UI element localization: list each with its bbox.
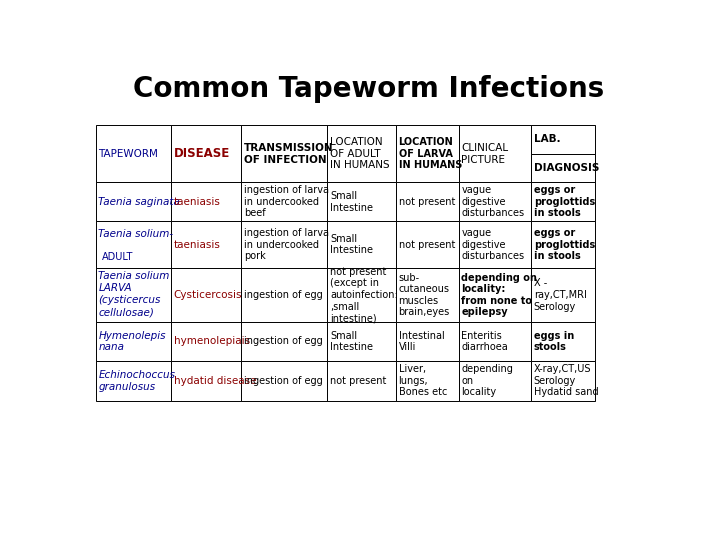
Text: Hymenolepis
nana: Hymenolepis nana <box>99 330 166 352</box>
Bar <box>459 361 531 401</box>
Text: hymenolepiais: hymenolepiais <box>174 336 250 346</box>
Text: ADULT: ADULT <box>102 252 134 262</box>
Text: DISEASE: DISEASE <box>174 147 230 160</box>
Text: Liver,
lungs,
Bones etc: Liver, lungs, Bones etc <box>399 364 447 397</box>
Bar <box>396 183 459 221</box>
Text: Echinochoccus
granulosus: Echinochoccus granulosus <box>99 370 176 392</box>
Bar <box>531 154 595 183</box>
Text: Small
Intestine: Small Intestine <box>330 191 373 213</box>
Bar <box>171 221 241 268</box>
Bar <box>96 361 171 401</box>
Text: ingestion of larva
in undercooked
beef: ingestion of larva in undercooked beef <box>244 185 329 218</box>
Text: X -
ray,CT,MRI
Serology: X - ray,CT,MRI Serology <box>534 279 587 312</box>
Bar <box>328 183 396 221</box>
Bar <box>531 361 595 401</box>
Bar <box>241 268 328 322</box>
Text: Intestinal
Villi: Intestinal Villi <box>399 330 444 352</box>
Bar <box>241 361 328 401</box>
Text: CLINICAL
PICTURE: CLINICAL PICTURE <box>462 143 508 165</box>
Bar <box>531 183 595 221</box>
Bar <box>96 183 171 221</box>
Text: not present: not present <box>399 240 455 249</box>
Text: hydatid disease: hydatid disease <box>174 376 256 386</box>
Text: vague
digestive
disturbances: vague digestive disturbances <box>462 185 525 218</box>
Text: LOCATION
OF LARVA
IN HUMANS: LOCATION OF LARVA IN HUMANS <box>399 137 462 170</box>
Bar <box>96 268 171 322</box>
Bar <box>241 183 328 221</box>
Bar <box>171 268 241 322</box>
Text: ingestion of egg: ingestion of egg <box>244 290 323 300</box>
Bar <box>459 221 531 268</box>
Text: Small
Intestine: Small Intestine <box>330 330 373 352</box>
Text: Small
Intestine: Small Intestine <box>330 234 373 255</box>
Bar <box>96 221 171 268</box>
Bar <box>396 221 459 268</box>
Text: Enteritis
diarrhoea: Enteritis diarrhoea <box>462 330 508 352</box>
Bar <box>328 221 396 268</box>
Bar <box>241 221 328 268</box>
Text: TAPEWORM: TAPEWORM <box>99 148 158 159</box>
Text: taeniasis: taeniasis <box>174 197 221 207</box>
Text: taeniasis: taeniasis <box>174 240 221 249</box>
Bar <box>328 361 396 401</box>
Text: ingestion of egg: ingestion of egg <box>244 336 323 346</box>
Bar <box>396 268 459 322</box>
Bar <box>531 322 595 361</box>
Bar <box>459 183 531 221</box>
Text: sub-
cutaneous
muscles
brain,eyes: sub- cutaneous muscles brain,eyes <box>399 273 450 318</box>
Text: DIAGNOSIS: DIAGNOSIS <box>534 163 599 173</box>
Text: LAB.: LAB. <box>534 134 560 144</box>
Bar <box>171 125 241 183</box>
Text: ingestion of larva
in undercooked
pork: ingestion of larva in undercooked pork <box>244 228 329 261</box>
Bar <box>459 322 531 361</box>
Text: eggs or
proglottids
in stools: eggs or proglottids in stools <box>534 228 595 261</box>
Text: not present
(except in
autoinfection:
,small
intestine): not present (except in autoinfection: ,s… <box>330 267 398 323</box>
Text: Common Tapeworm Infections: Common Tapeworm Infections <box>133 75 605 103</box>
Text: LARVA: LARVA <box>99 283 132 293</box>
Bar <box>396 361 459 401</box>
Bar <box>328 322 396 361</box>
Bar <box>396 322 459 361</box>
Bar <box>171 361 241 401</box>
Bar <box>531 125 595 154</box>
Text: LOCATION
OF ADULT
IN HUMANS: LOCATION OF ADULT IN HUMANS <box>330 137 390 170</box>
Text: depending on
locality:
from none to
epilepsy: depending on locality: from none to epil… <box>462 273 537 318</box>
Bar <box>171 322 241 361</box>
Bar <box>396 125 459 183</box>
Text: not present: not present <box>399 197 455 207</box>
Bar <box>96 125 171 183</box>
Bar <box>531 221 595 268</box>
Bar <box>328 125 396 183</box>
Bar <box>241 125 328 183</box>
Bar <box>328 268 396 322</box>
Bar <box>241 322 328 361</box>
Text: Taenia solium-: Taenia solium- <box>99 230 174 239</box>
Text: X-ray,CT,US
Serology
Hydatid sand: X-ray,CT,US Serology Hydatid sand <box>534 364 598 397</box>
Text: Taenia solium: Taenia solium <box>99 271 170 281</box>
Bar <box>531 268 595 322</box>
Text: eggs or
proglottids
in stools: eggs or proglottids in stools <box>534 185 595 218</box>
Text: eggs in
stools: eggs in stools <box>534 330 574 352</box>
Text: depending
on
locality: depending on locality <box>462 364 513 397</box>
Text: Cysticercosis: Cysticercosis <box>174 290 243 300</box>
Text: not present: not present <box>330 376 387 386</box>
Text: (cysticercus: (cysticercus <box>99 295 161 305</box>
Bar <box>96 322 171 361</box>
Text: vague
digestive
disturbances: vague digestive disturbances <box>462 228 525 261</box>
Text: ingestion of egg: ingestion of egg <box>244 376 323 386</box>
Bar <box>459 268 531 322</box>
Text: cellulosae): cellulosae) <box>99 307 154 317</box>
Bar <box>459 125 531 183</box>
Text: TRANSMISSION
OF INFECTION: TRANSMISSION OF INFECTION <box>244 143 333 165</box>
Text: Taenia saginata: Taenia saginata <box>99 197 180 207</box>
Bar <box>171 183 241 221</box>
